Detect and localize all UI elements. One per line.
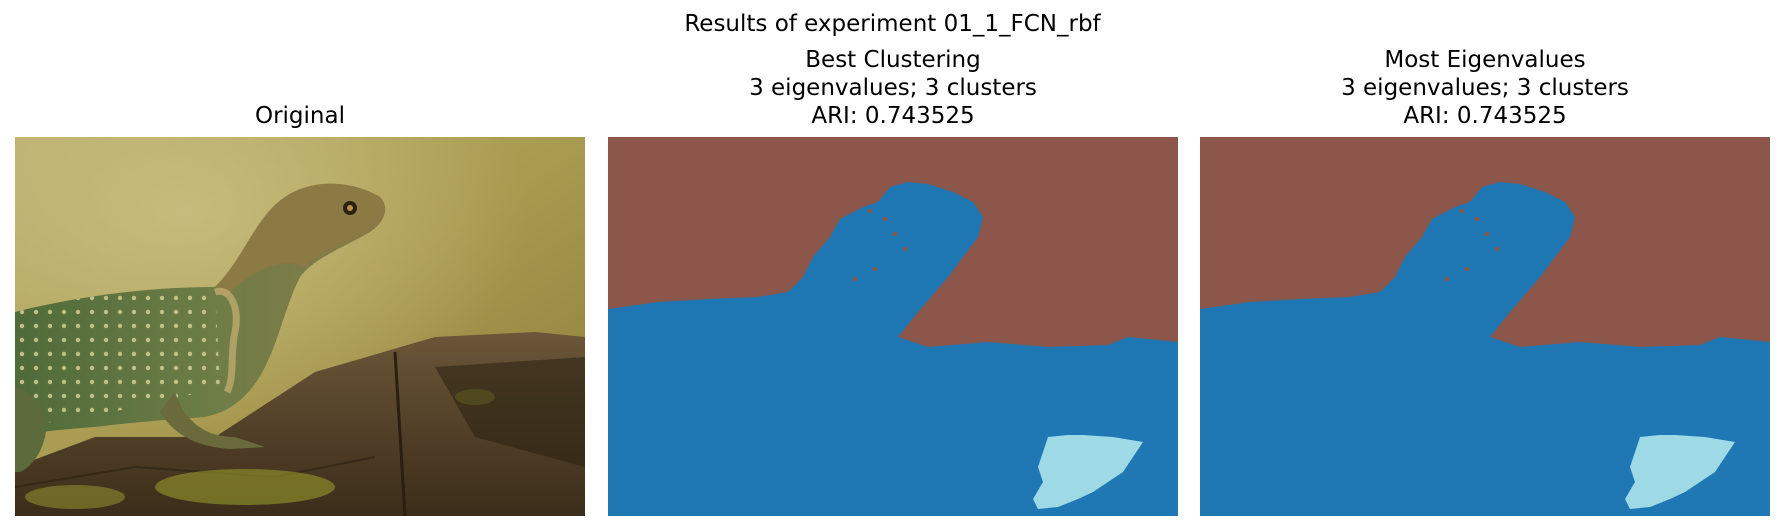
panel-title-line: 3 eigenvalues; 3 clusters: [749, 75, 1037, 101]
panel-title-line: Best Clustering: [805, 47, 981, 73]
cluster-background: [1200, 137, 1770, 347]
figure-title: Results of experiment 01_1_FCN_rbf: [684, 11, 1101, 37]
panel-title-line: Most Eigenvalues: [1384, 47, 1586, 73]
panel-title-line: ARI: 0.743525: [811, 103, 975, 129]
cluster-background: [608, 137, 1178, 347]
panel-title-line: 3 eigenvalues; 3 clusters: [1341, 75, 1629, 101]
panel-title-original: Original: [15, 102, 585, 130]
cluster-highlight: [1033, 435, 1143, 509]
panel-title-line: ARI: 0.743525: [1403, 103, 1567, 129]
panel-title-most-eigenvalues: Most Eigenvalues 3 eigenvalues; 3 cluste…: [1200, 46, 1770, 130]
panel-title-line: Original: [254, 103, 345, 129]
original-image: [15, 137, 585, 516]
cluster-highlight: [1625, 435, 1735, 509]
panel-title-best-clustering: Best Clustering 3 eigenvalues; 3 cluster…: [608, 46, 1178, 130]
best-clustering-image: [608, 137, 1178, 516]
most-eigenvalues-image: [1200, 137, 1770, 516]
